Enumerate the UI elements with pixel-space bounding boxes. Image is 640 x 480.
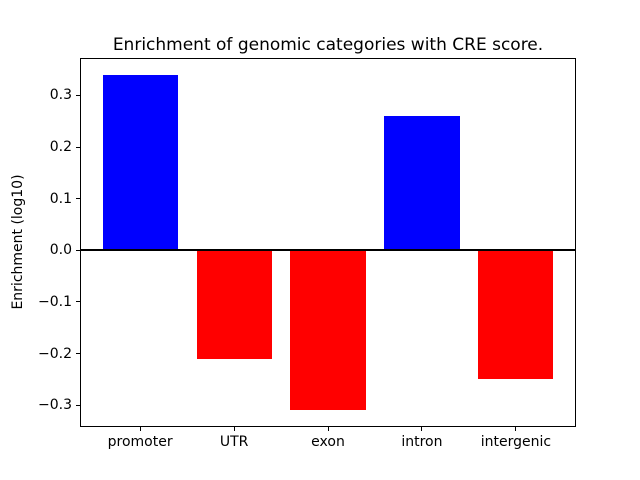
y-tick-mark bbox=[76, 353, 80, 354]
x-tick-label-promoter: promoter bbox=[107, 434, 173, 450]
chart-title: Enrichment of genomic categories with CR… bbox=[112, 35, 544, 55]
y-tick-mark bbox=[76, 146, 80, 148]
y-tick-label: 0.0 bbox=[49, 242, 72, 259]
x-tick-label-intron: intron bbox=[401, 434, 443, 450]
x-tick-label-exon: exon bbox=[311, 434, 345, 450]
x-tick-label-intergenic: intergenic bbox=[480, 434, 552, 450]
y-tick-mark bbox=[76, 94, 80, 96]
bar-exon bbox=[290, 250, 366, 411]
y-tick-mark bbox=[76, 404, 80, 406]
zero-line bbox=[80, 249, 576, 252]
bar-UTR bbox=[196, 250, 272, 359]
bar-intron bbox=[384, 116, 460, 251]
x-tick-mark bbox=[139, 427, 141, 431]
y-tick-mark bbox=[76, 198, 80, 200]
y-tick-label: 0.1 bbox=[49, 190, 72, 207]
y-tick-label: −0.2 bbox=[38, 345, 72, 362]
y-tick-label: −0.1 bbox=[38, 293, 72, 310]
y-tick-mark bbox=[76, 301, 80, 303]
y-tick-label: 0.2 bbox=[49, 139, 72, 155]
bar-intergenic bbox=[478, 250, 554, 380]
x-tick-mark bbox=[515, 427, 517, 431]
x-tick-label-UTR: UTR bbox=[219, 434, 249, 450]
bar-promoter bbox=[102, 74, 178, 251]
y-tick-label: 0.3 bbox=[49, 87, 72, 104]
y-tick-mark bbox=[76, 249, 80, 251]
y-axis-label: Enrichment (log10) bbox=[10, 174, 26, 310]
y-tick-label: −0.3 bbox=[38, 397, 72, 414]
x-tick-mark bbox=[233, 427, 235, 431]
x-tick-mark bbox=[421, 427, 423, 431]
x-tick-mark bbox=[327, 427, 329, 431]
